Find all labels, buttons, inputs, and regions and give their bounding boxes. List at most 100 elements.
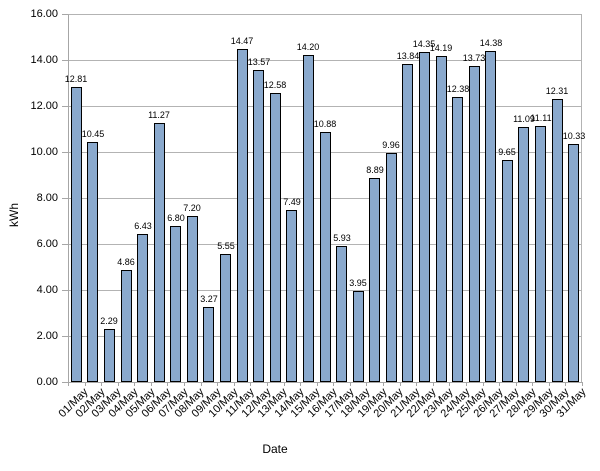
x-tick-mark <box>350 382 351 386</box>
bar <box>104 329 115 382</box>
x-tick-mark <box>532 382 533 386</box>
x-tick-mark <box>516 382 517 386</box>
bar-value-label: 14.19 <box>429 43 453 53</box>
bar <box>137 234 148 382</box>
bar-value-label: 11.11 <box>530 113 552 123</box>
bar-value-label: 14.35 <box>412 39 436 49</box>
bar-value-label: 5.55 <box>217 241 235 251</box>
y-tick-mark <box>62 244 68 245</box>
bar <box>502 160 513 382</box>
bar-value-label: 12.31 <box>545 86 569 96</box>
bar <box>187 216 198 382</box>
bar <box>386 153 397 382</box>
x-tick-mark <box>433 382 434 386</box>
x-tick-mark <box>167 382 168 386</box>
bar <box>469 66 480 382</box>
bar-value-label: 13.57 <box>247 57 271 67</box>
y-tick-mark <box>62 336 68 337</box>
bar-value-label: 12.38 <box>446 84 470 94</box>
bar <box>535 126 546 382</box>
y-tick-mark <box>62 106 68 107</box>
x-tick-mark <box>366 382 367 386</box>
bar-value-label: 12.58 <box>263 80 287 90</box>
bar-value-label: 3.27 <box>200 294 218 304</box>
y-tick-mark <box>62 14 68 15</box>
y-tick-mark <box>62 290 68 291</box>
bar <box>237 49 248 382</box>
x-tick-mark <box>118 382 119 386</box>
y-tick-label: 16.00 <box>30 8 58 20</box>
y-tick-mark <box>62 60 68 61</box>
x-tick-mark <box>383 382 384 386</box>
bar <box>419 52 430 382</box>
x-tick-mark <box>499 382 500 386</box>
bar <box>369 178 380 382</box>
bar-value-label: 7.49 <box>283 197 301 207</box>
y-tick-label: 10.00 <box>30 146 58 158</box>
bar <box>286 210 297 382</box>
bar <box>436 56 447 382</box>
bar <box>452 97 463 382</box>
gridline <box>68 60 582 61</box>
y-tick-mark <box>62 382 68 383</box>
x-tick-mark <box>333 382 334 386</box>
x-tick-mark <box>217 382 218 386</box>
y-tick-label: 4.00 <box>36 284 58 296</box>
gridline <box>68 106 582 107</box>
bar-value-label: 11.27 <box>148 110 170 120</box>
plot-area <box>68 14 582 383</box>
x-tick-mark <box>416 382 417 386</box>
bar-value-label: 10.88 <box>313 119 337 129</box>
bar <box>154 123 165 382</box>
x-tick-mark <box>582 382 583 386</box>
x-tick-mark <box>250 382 251 386</box>
bar <box>402 64 413 382</box>
bar-value-label: 9.96 <box>382 140 400 150</box>
x-tick-mark <box>483 382 484 386</box>
bar-value-label: 10.45 <box>81 129 105 139</box>
bar <box>87 142 98 382</box>
bar <box>353 291 364 382</box>
bar-value-label: 6.80 <box>167 213 185 223</box>
bar <box>518 127 529 382</box>
x-tick-mark <box>151 382 152 386</box>
x-tick-mark <box>101 382 102 386</box>
bar <box>203 307 214 382</box>
bar-value-label: 14.47 <box>230 36 254 46</box>
bar-value-label: 10.33 <box>562 131 586 141</box>
x-tick-mark <box>234 382 235 386</box>
y-tick-label: 8.00 <box>36 192 58 204</box>
x-tick-mark <box>134 382 135 386</box>
bar-value-label: 9.65 <box>498 147 516 157</box>
x-tick-mark <box>317 382 318 386</box>
bar-value-label: 13.73 <box>462 53 486 63</box>
bar-value-label: 2.29 <box>100 316 118 326</box>
bar <box>336 246 347 382</box>
bar-value-label: 12.81 <box>64 74 88 84</box>
bar-value-label: 4.86 <box>117 257 135 267</box>
bar <box>170 226 181 382</box>
x-tick-mark <box>300 382 301 386</box>
bar-value-label: 7.20 <box>183 203 201 213</box>
y-tick-label: 14.00 <box>30 54 58 66</box>
bar <box>270 93 281 382</box>
y-tick-label: 0.00 <box>36 376 58 388</box>
bar-value-label: 14.20 <box>296 42 320 52</box>
bar-value-label: 13.84 <box>396 51 420 61</box>
bar <box>303 55 314 382</box>
bar-value-label: 11.09 <box>513 114 535 124</box>
y-tick-label: 6.00 <box>36 238 58 250</box>
x-tick-mark <box>201 382 202 386</box>
bar <box>568 144 579 382</box>
y-tick-label: 12.00 <box>30 100 58 112</box>
bar <box>71 87 82 382</box>
x-tick-mark <box>565 382 566 386</box>
x-tick-mark <box>267 382 268 386</box>
bar <box>253 70 264 382</box>
bar <box>552 99 563 382</box>
x-tick-mark <box>68 382 69 386</box>
x-tick-mark <box>184 382 185 386</box>
bar <box>485 51 496 382</box>
bar <box>220 254 231 382</box>
